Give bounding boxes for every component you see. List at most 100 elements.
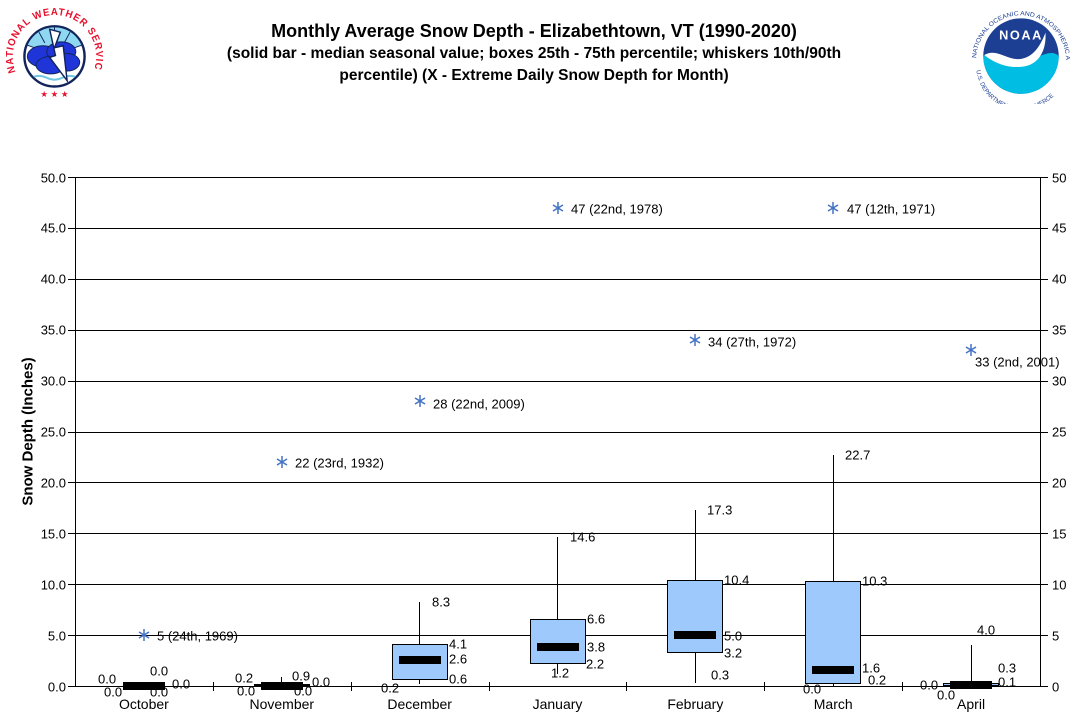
whisker-line <box>557 537 558 619</box>
stat-label: 0.6 <box>449 671 468 687</box>
gridline <box>75 278 1040 280</box>
x-axis-month-label: February <box>667 696 724 712</box>
y-axis-tick-label: 40 <box>1052 271 1067 287</box>
extreme-value-label: 47 (22nd, 1978) <box>571 201 663 217</box>
extreme-marker-icon <box>137 628 151 642</box>
noaa-name-text: NOAA <box>999 28 1043 43</box>
y-axis-tick <box>1041 635 1048 637</box>
stat-label: 0.0 <box>312 674 331 690</box>
y-axis-tick <box>1041 533 1048 535</box>
noaa-bird-icon <box>984 32 1046 68</box>
whisker-line <box>694 509 696 581</box>
x-axis-tick <box>902 682 904 691</box>
stat-label: 0.0 <box>104 684 123 700</box>
stat-label: 5.0 <box>724 628 743 644</box>
median-bar <box>950 680 993 689</box>
x-axis-month-label: January <box>532 696 583 712</box>
stat-label: 0.3 <box>998 660 1017 676</box>
chart-subtitle-line1: (solid bar - median seasonal value; boxe… <box>226 45 842 62</box>
y-axis-tick <box>1041 584 1048 586</box>
x-axis-month-label: March <box>813 696 853 712</box>
stat-label: 2.2 <box>586 656 605 672</box>
box-iqr <box>529 618 586 664</box>
chart-title-block: Monthly Average Snow Depth - Elizabethto… <box>148 20 920 87</box>
extreme-marker-icon <box>551 201 565 215</box>
stat-label: 0.0 <box>920 677 939 693</box>
median-bar <box>812 665 855 674</box>
whisker-line <box>970 645 972 683</box>
x-axis-tick <box>212 682 214 691</box>
box-iqr <box>667 580 724 654</box>
extreme-value-label: 28 (22nd, 2009) <box>433 396 525 412</box>
y-axis-tick-label: 20 <box>1052 475 1067 491</box>
y-axis-tick-label: 50 <box>1052 170 1067 185</box>
whisker-line <box>832 683 834 686</box>
x-axis-month-label: November <box>249 696 315 712</box>
stat-label: 0.1 <box>998 674 1017 690</box>
stat-label: 0.3 <box>711 667 730 683</box>
stat-label: 0.0 <box>98 671 117 687</box>
whisker-line <box>419 601 421 645</box>
y-axis-tick-label: 50.0 <box>40 170 66 185</box>
gridline <box>75 227 1040 229</box>
y-axis-tick-label: 10.0 <box>40 577 66 593</box>
y-axis-tick <box>68 584 75 586</box>
gridline <box>75 431 1040 433</box>
gridline <box>75 533 1040 535</box>
whisker-line <box>281 676 283 684</box>
stat-label: 0.2 <box>868 672 887 688</box>
y-axis-tick <box>68 686 75 687</box>
gridline <box>75 329 1040 331</box>
stat-label: 0.0 <box>237 683 256 699</box>
y-axis-tick-label: 5 <box>1052 628 1060 644</box>
y-axis-tick <box>1041 686 1048 687</box>
y-axis-tick-label: 25 <box>1052 424 1067 440</box>
y-axis-tick-label: 35 <box>1052 322 1067 338</box>
y-axis-tick <box>68 227 75 229</box>
y-axis-tick-label: 30.0 <box>40 373 66 389</box>
extreme-marker-icon <box>275 455 289 469</box>
y-axis-tick <box>1041 431 1048 433</box>
gridline <box>75 482 1040 484</box>
stat-label: 3.8 <box>587 639 606 655</box>
y-axis-tick <box>1041 177 1048 178</box>
y-axis-tick-label: 5.0 <box>47 628 66 644</box>
y-axis-tick-label: 25.0 <box>40 424 66 440</box>
y-axis-tick-label: 20.0 <box>40 475 66 491</box>
y-axis-tick-label: 15 <box>1052 526 1067 542</box>
x-axis-tick <box>488 682 490 691</box>
extreme-value-label: 5 (24th, 1969) <box>157 628 238 644</box>
whisker-line <box>832 454 834 582</box>
y-axis-tick-label: 0.0 <box>47 679 66 694</box>
chart-title: Monthly Average Snow Depth - Elizabethto… <box>271 21 797 41</box>
y-axis-tick <box>68 329 75 331</box>
chart-subtitle-line2: percentile) (X - Extreme Daily Snow Dept… <box>339 67 729 84</box>
y-axis-tick-label: 10 <box>1052 577 1067 593</box>
y-axis-tick-label: 15.0 <box>40 526 66 542</box>
y-axis-tick-label: 35.0 <box>40 322 66 338</box>
stat-label: 0.2 <box>381 680 400 696</box>
stat-label: 1.2 <box>551 665 570 681</box>
stat-label: 0.0 <box>937 687 956 703</box>
stat-label: 0.0 <box>172 676 191 692</box>
extreme-value-label: 47 (12th, 1971) <box>847 201 936 217</box>
median-bar <box>398 655 441 664</box>
median-bar <box>260 682 303 690</box>
stat-label: 22.7 <box>845 447 871 463</box>
y-axis-tick <box>68 635 75 637</box>
y-axis-line <box>75 177 76 687</box>
y-axis-tick <box>1041 380 1048 382</box>
stat-label: 0.9 <box>292 668 311 684</box>
nws-artwork <box>25 27 84 84</box>
extreme-marker-icon <box>688 333 702 347</box>
y-axis-tick <box>68 278 75 280</box>
nws-stars: ★ ★ ★ <box>40 89 68 99</box>
y-axis-tick <box>68 177 75 178</box>
stat-label: 4.0 <box>977 622 996 638</box>
y-axis-tick <box>1041 227 1048 229</box>
extreme-value-label: 33 (2nd, 2001) <box>975 354 1060 370</box>
y-axis-tick <box>68 431 75 433</box>
y-axis-tick-label: 30 <box>1052 373 1067 389</box>
y-axis-tick-label: 0 <box>1052 679 1060 694</box>
